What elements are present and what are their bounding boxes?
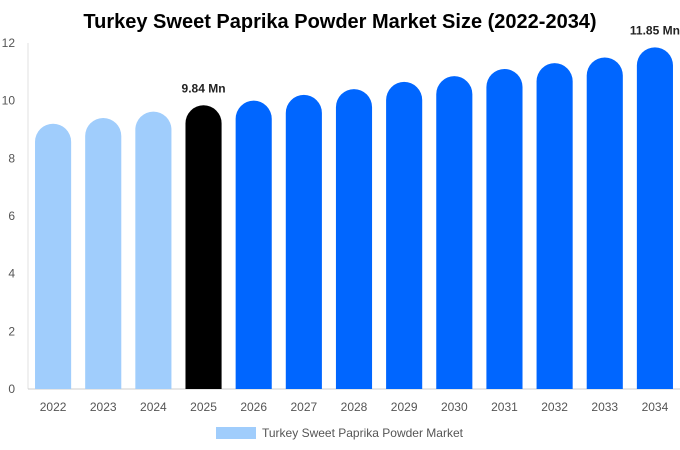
bar-2023[interactable] (85, 117, 122, 389)
bar-2029[interactable] (386, 81, 423, 390)
bar-2030[interactable] (436, 76, 473, 390)
bar-2026[interactable] (235, 100, 272, 389)
bar-2031[interactable] (486, 68, 523, 389)
x-tick-label-2025: 2025 (190, 400, 217, 414)
bar-2034[interactable] (636, 47, 673, 389)
data-label-2025: 9.84 Mn (182, 81, 226, 95)
legend-swatch (216, 427, 256, 439)
bar-2022[interactable] (35, 123, 72, 389)
x-tick-label-2032: 2032 (541, 400, 568, 414)
y-tick-label: 6 (8, 209, 15, 223)
chart-title: Turkey Sweet Paprika Powder Market Size … (83, 11, 596, 33)
x-tick-label-2022: 2022 (40, 400, 67, 414)
data-labels: 9.84 Mn 11.85 Mn (182, 23, 680, 95)
legend-label: Turkey Sweet Paprika Powder Market (262, 426, 464, 440)
x-tick-label-2033: 2033 (591, 400, 618, 414)
x-tick-label-2026: 2026 (240, 400, 267, 414)
x-tick-label-2028: 2028 (341, 400, 368, 414)
bar-2024[interactable] (135, 111, 172, 389)
bar-2027[interactable] (285, 94, 322, 389)
bar-2025[interactable] (185, 105, 222, 389)
y-tick-label: 0 (8, 382, 15, 396)
bar-2033[interactable] (586, 57, 623, 389)
x-tick-label-2030: 2030 (441, 400, 468, 414)
y-axis: 0 2 4 6 8 10 12 (2, 36, 29, 396)
y-tick-label: 2 (8, 324, 15, 338)
bars (35, 47, 673, 390)
x-tick-label-2029: 2029 (391, 400, 418, 414)
data-label-2034: 11.85 Mn (630, 23, 680, 37)
y-tick-label: 10 (2, 94, 16, 108)
x-tick-label-2023: 2023 (90, 400, 117, 414)
y-tick-label: 12 (2, 36, 16, 50)
x-tick-label-2031: 2031 (491, 400, 518, 414)
bar-2032[interactable] (536, 63, 573, 390)
y-tick-label: 8 (8, 151, 15, 165)
x-axis: 2022 2023 2024 2025 2026 2027 2028 2029 2030 2031… (28, 388, 680, 414)
x-tick-label-2034: 2034 (642, 400, 669, 414)
x-tick-label-2027: 2027 (290, 400, 317, 414)
legend[interactable]: Turkey Sweet Paprika Powder Market (216, 426, 464, 440)
y-tick-label: 4 (8, 267, 15, 281)
x-tick-label-2024: 2024 (140, 400, 167, 414)
bar-2028[interactable] (335, 89, 373, 389)
